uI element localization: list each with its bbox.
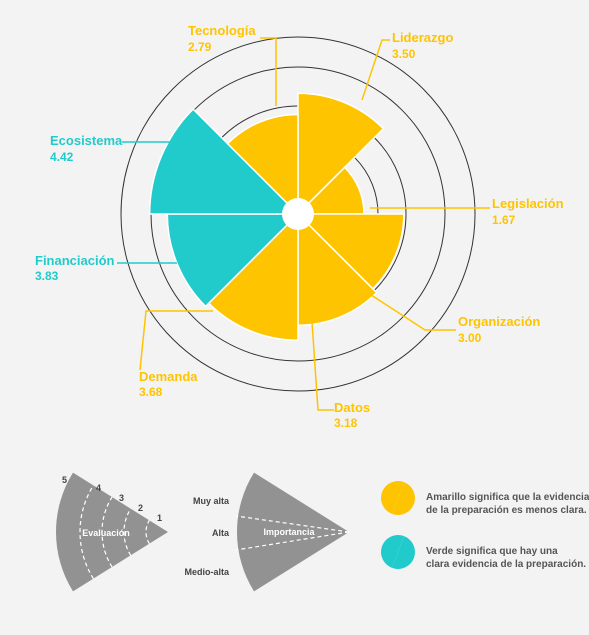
label-ecosistema: Ecosistema bbox=[50, 133, 123, 148]
wedge-tecnología bbox=[226, 113, 299, 216]
value-tecnología: 2.79 bbox=[188, 40, 212, 54]
label-financiación: Financiación bbox=[35, 253, 115, 268]
importance-fan bbox=[237, 472, 349, 592]
evaluation-ring-label: 1 bbox=[157, 513, 162, 523]
category-labels: Liderazgo 3.50 Legislación 1.67 Organización… bbox=[35, 23, 564, 430]
evaluation-ring-4 bbox=[79, 485, 94, 579]
color-key-swatch-yellow-half bbox=[381, 481, 404, 514]
value-financiación: 3.83 bbox=[35, 269, 59, 283]
evaluation-ring-label: 3 bbox=[119, 493, 124, 503]
label-datos: Datos bbox=[334, 400, 370, 415]
color-key-swatch-yellow bbox=[392, 482, 416, 515]
value-legislación: 1.67 bbox=[492, 213, 516, 227]
importance-divider-2 bbox=[235, 531, 350, 551]
color-key-text: clara evidencia de la preparación. bbox=[426, 559, 586, 570]
color-key-swatch-teal-half bbox=[380, 535, 404, 568]
importance-label: Importancia bbox=[263, 527, 315, 537]
wedge-financiación bbox=[166, 213, 300, 308]
value-ecosistema: 4.42 bbox=[50, 150, 74, 164]
value-demanda: 3.68 bbox=[139, 385, 163, 399]
leader-tecnología bbox=[260, 37, 277, 106]
evaluation-ring-label: 4 bbox=[96, 483, 101, 493]
color-key-text: de la preparación es menos clara. bbox=[426, 505, 587, 516]
wedge-demanda bbox=[207, 212, 299, 341]
wedge-liderazgo bbox=[297, 92, 385, 216]
leader-demanda bbox=[139, 310, 213, 371]
value-liderazgo: 3.50 bbox=[392, 47, 416, 61]
center-circle bbox=[282, 198, 314, 230]
importance-divider-1 bbox=[235, 515, 350, 533]
evaluation-ring-label: 2 bbox=[138, 503, 143, 513]
label-organización: Organización bbox=[458, 314, 540, 329]
label-leaders bbox=[117, 37, 490, 411]
leader-datos bbox=[311, 321, 334, 411]
evaluation-label: Evaluación bbox=[82, 528, 130, 538]
evaluation-ring-label: 5 bbox=[62, 475, 67, 485]
label-liderazgo: Liderazgo bbox=[392, 30, 453, 45]
value-organización: 3.00 bbox=[458, 331, 482, 345]
color-key-text: Verde significa que hay una bbox=[426, 546, 558, 557]
importance-level: Medio-alta bbox=[184, 567, 229, 577]
color-key-text: Amarillo significa que la evidencia bbox=[426, 492, 589, 503]
label-legislación: Legislación bbox=[492, 196, 564, 211]
center-hole bbox=[282, 198, 314, 230]
evaluation-fan bbox=[55, 472, 168, 592]
leader-organización bbox=[344, 277, 456, 331]
wedge-ecosistema bbox=[148, 108, 300, 215]
label-demanda: Demanda bbox=[139, 369, 198, 384]
color-key-swatch-teal bbox=[392, 536, 415, 569]
wedge-datos bbox=[297, 212, 378, 326]
chart-wedges bbox=[148, 92, 405, 341]
wedge-organización bbox=[296, 213, 405, 290]
value-datos: 3.18 bbox=[334, 416, 358, 430]
legend: 5 4 3 2 1 Evaluación Importancia Muy alta Alta Me… bbox=[55, 472, 589, 592]
evaluation-ring-2 bbox=[123, 508, 132, 556]
label-tecnología: Tecnología bbox=[188, 23, 256, 38]
importance-level: Alta bbox=[212, 528, 230, 538]
evaluation-ring-1 bbox=[145, 520, 150, 544]
importance-level: Muy alta bbox=[193, 496, 230, 506]
leader-liderazgo bbox=[361, 39, 390, 101]
grid-ring-5 bbox=[120, 36, 476, 392]
evaluation-ring-3 bbox=[101, 496, 113, 568]
